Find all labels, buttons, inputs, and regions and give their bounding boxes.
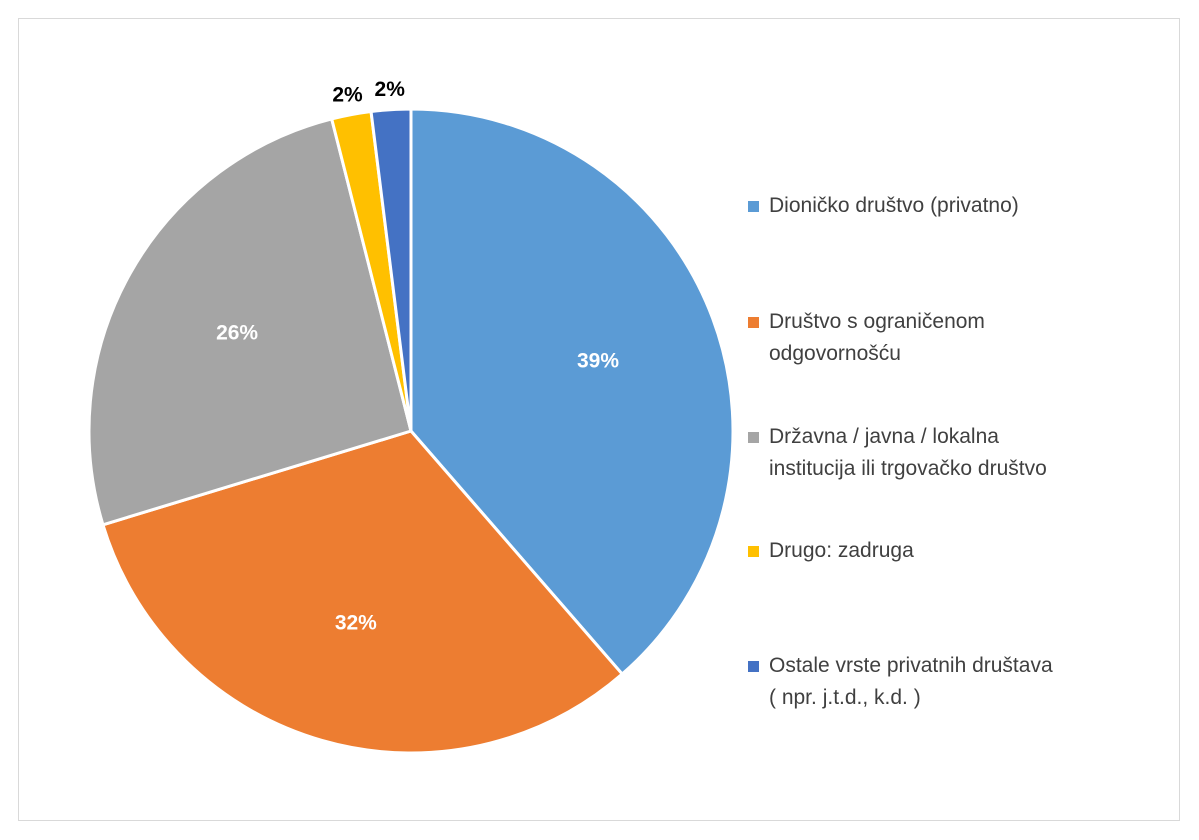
legend-item-drzavna-institucija: Državna / javna / lokalna institucija il… <box>748 421 1047 485</box>
pie-data-labels: 39% 32% 26% 2% 2% <box>216 78 619 634</box>
legend-swatch <box>748 317 759 328</box>
pie-slice-dionicko-drustvo <box>409 107 735 676</box>
legend-item-drustvo-s-ogranicenom: Društvo s ograničenom odgovornošću <box>748 306 985 370</box>
data-label-ostale-vrste: 2% <box>375 78 406 101</box>
data-label-drzavna-institucija: 26% <box>216 321 258 344</box>
pie-slices <box>87 107 735 755</box>
legend-swatch <box>748 546 759 557</box>
legend-label: Dioničko društvo (privatno) <box>769 194 1019 217</box>
pie-slice-drzavna-institucija <box>87 117 413 527</box>
legend-swatch <box>748 432 759 443</box>
data-label-drugo-zadruga: 2% <box>332 83 363 106</box>
legend-item-drugo-zadruga: Drugo: zadruga <box>748 535 914 567</box>
data-label-drustvo-s-ogranicenom: 32% <box>335 611 377 634</box>
legend-label: Drugo: zadruga <box>769 539 914 562</box>
data-label-dionicko-drustvo: 39% <box>577 350 619 373</box>
legend-swatch <box>748 201 759 212</box>
legend-label: Državna / javna / lokalna institucija il… <box>769 425 1047 480</box>
pie-slice-drustvo-s-ogranicenom <box>101 429 624 755</box>
legend-item-ostale-vrste: Ostale vrste privatnih društava ( npr. j… <box>748 650 1053 714</box>
legend-swatch <box>748 661 759 672</box>
legend-item-dionicko-drustvo: Dioničko društvo (privatno) <box>748 190 1019 222</box>
legend-label: Društvo s ograničenom odgovornošću <box>769 310 985 365</box>
pie-slice-ostale-vrste <box>369 107 413 433</box>
legend-label: Ostale vrste privatnih društava ( npr. j… <box>769 654 1053 709</box>
